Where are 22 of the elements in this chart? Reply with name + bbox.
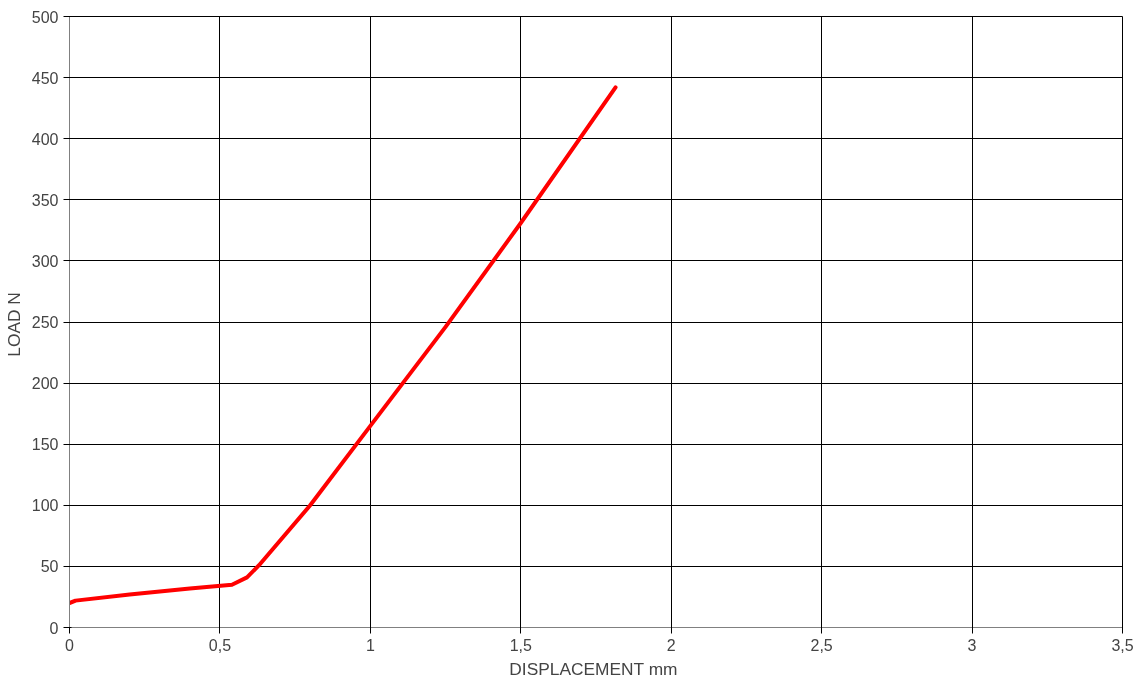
y-tick-label: 250 bbox=[31, 314, 59, 331]
y-tick-label: 100 bbox=[31, 497, 59, 515]
y-tick-label: 350 bbox=[31, 191, 59, 209]
y-tick-label: 300 bbox=[31, 252, 59, 270]
y-tick-label: 450 bbox=[31, 69, 59, 87]
line-series bbox=[69, 85, 618, 606]
x-tick-label: 2 bbox=[666, 636, 676, 654]
y-tick-label: 400 bbox=[31, 130, 59, 148]
x-tick-label: 1 bbox=[365, 636, 375, 654]
y-tick-label: 150 bbox=[31, 436, 59, 454]
x-tick-label: 1,5 bbox=[509, 636, 533, 654]
x-axis-title: DISPLACEMENT mm bbox=[509, 658, 678, 679]
x-tick-label: 0,5 bbox=[208, 636, 232, 654]
x-tick-label: 3 bbox=[967, 636, 977, 654]
y-tick-label: 200 bbox=[31, 375, 59, 393]
y-tick-label: 0 bbox=[49, 619, 59, 637]
y-tick-label: 50 bbox=[40, 558, 59, 576]
x-tick-label: 0 bbox=[65, 636, 75, 654]
x-tick-label: 2,5 bbox=[810, 636, 833, 654]
y-tick-label: 500 bbox=[31, 8, 59, 26]
y-axis-title: LOAD N bbox=[3, 292, 24, 357]
x-tick-label: 3,5 bbox=[1111, 636, 1134, 654]
